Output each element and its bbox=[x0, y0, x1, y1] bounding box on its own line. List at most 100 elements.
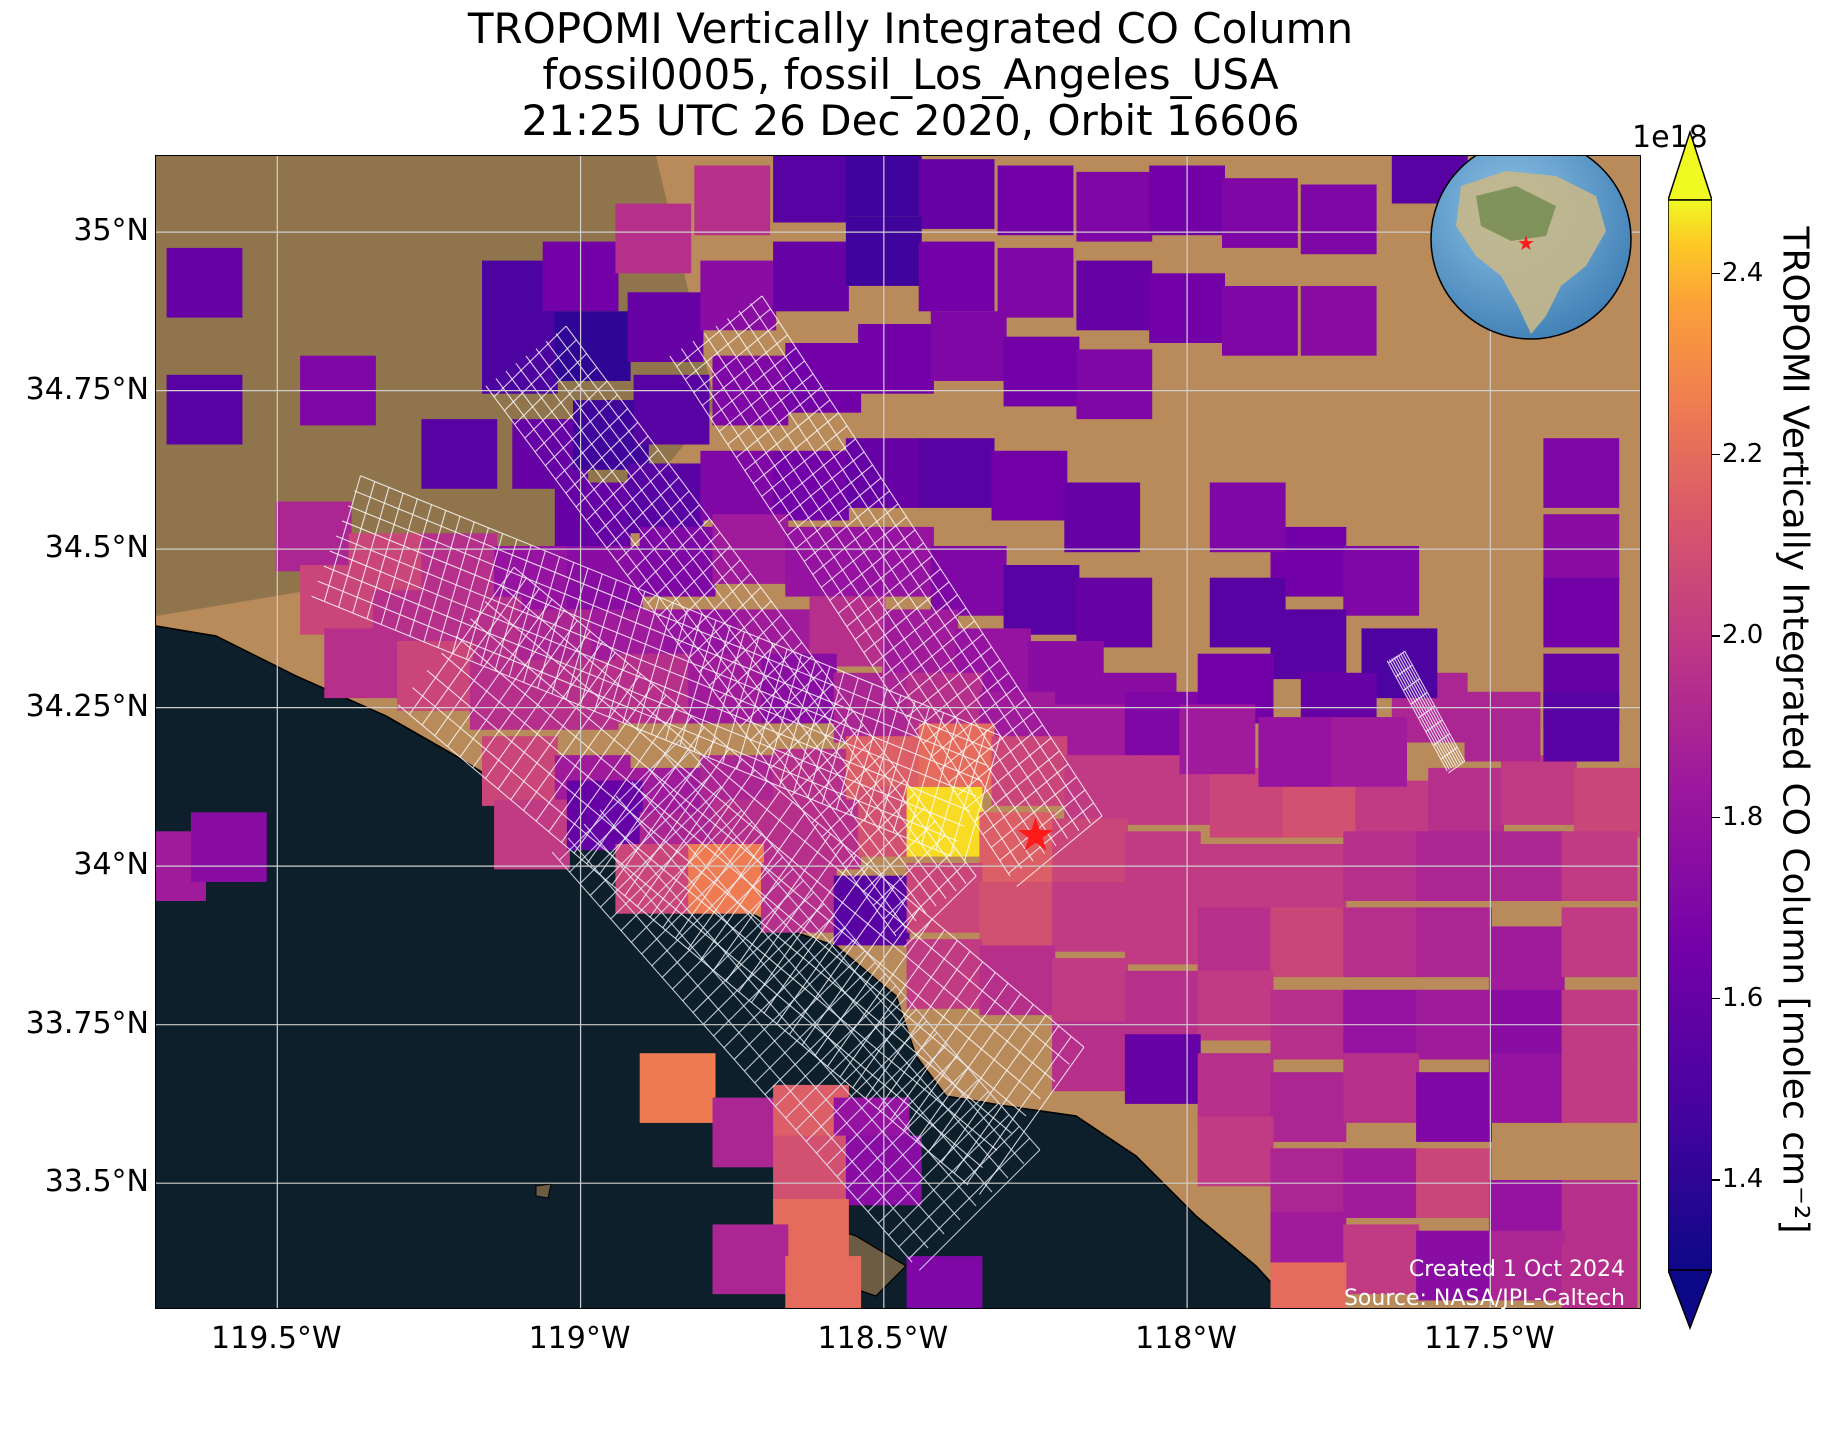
colorbar-tick-mark bbox=[1712, 272, 1720, 275]
co-pixel bbox=[1561, 1180, 1638, 1250]
lat-tick-label: 34.5°N bbox=[44, 530, 149, 566]
co-pixel bbox=[1197, 970, 1274, 1041]
colorbar-extend-min bbox=[1668, 1269, 1712, 1330]
co-pixel bbox=[1343, 1224, 1420, 1295]
lat-tick-label: 33.5°N bbox=[44, 1164, 149, 1200]
co-pixel bbox=[700, 450, 777, 521]
co-pixel bbox=[1343, 1053, 1420, 1123]
co-pixel bbox=[1343, 907, 1420, 978]
co-pixel bbox=[1258, 717, 1335, 787]
co-pixel bbox=[1543, 438, 1620, 508]
island-small bbox=[535, 1183, 552, 1199]
co-pixel bbox=[979, 882, 1056, 952]
co-pixel bbox=[785, 1256, 862, 1308]
globe-marker: ★ bbox=[1517, 231, 1535, 255]
co-pixel bbox=[482, 736, 558, 806]
co-pixel bbox=[1300, 286, 1377, 356]
footprint-swath bbox=[551, 739, 1041, 1271]
co-pixel bbox=[1270, 1072, 1347, 1142]
map-canvas: ★ ★ bbox=[156, 156, 1640, 1308]
credit-source: Source: NASA/JPL-Caltech bbox=[1343, 1286, 1625, 1311]
footprint-outlines bbox=[311, 295, 1466, 1271]
co-pixel bbox=[1003, 336, 1080, 407]
co-pixel bbox=[1270, 907, 1347, 978]
inset-globe[interactable]: ★ bbox=[1430, 156, 1632, 340]
co-pixel bbox=[1124, 1034, 1201, 1104]
co-pixel bbox=[1488, 926, 1565, 997]
co-pixel bbox=[918, 438, 995, 508]
colorbar-tick-label: 1.6 bbox=[1722, 982, 1764, 1013]
co-pixel bbox=[190, 812, 267, 882]
co-pixel bbox=[906, 1256, 983, 1308]
co-pixel bbox=[1052, 882, 1128, 952]
lon-tick-label: 118°W bbox=[1135, 1321, 1238, 1356]
co-pixel bbox=[930, 311, 1007, 381]
co-pixel bbox=[1209, 482, 1286, 553]
co-pixel bbox=[997, 247, 1074, 318]
map-panel[interactable]: ★ ★ bbox=[155, 155, 1641, 1309]
footprint-swath bbox=[311, 475, 1001, 862]
co-pixel bbox=[554, 482, 631, 553]
co-pixel bbox=[1343, 546, 1420, 616]
co-pixel bbox=[1197, 907, 1274, 978]
co-pixel bbox=[1052, 958, 1128, 1028]
colorbar bbox=[1668, 130, 1712, 1330]
lat-tick-label: 35°N bbox=[73, 213, 149, 249]
co-pixel bbox=[1416, 907, 1492, 978]
colorbar-tick-mark bbox=[1712, 997, 1720, 1000]
co-pixel bbox=[1561, 907, 1638, 978]
co-pixel bbox=[166, 374, 243, 445]
colorbar-tick-mark bbox=[1712, 1179, 1720, 1181]
co-pixel bbox=[1222, 286, 1298, 356]
co-pixel bbox=[1270, 1262, 1347, 1308]
co-pixel bbox=[1124, 894, 1201, 965]
co-pixel bbox=[1428, 767, 1504, 838]
co-pixel bbox=[930, 546, 1007, 616]
lon-tick-label: 119°W bbox=[528, 1321, 631, 1356]
colorbar-tick-label: 2.2 bbox=[1722, 438, 1764, 469]
co-pixel bbox=[1573, 767, 1640, 838]
colorbar-tick-mark bbox=[1712, 635, 1720, 637]
co-pixel bbox=[1197, 1116, 1274, 1187]
co-pixel bbox=[1488, 1053, 1565, 1123]
lat-tick-label: 33.75°N bbox=[25, 1005, 149, 1041]
co-pixel bbox=[882, 609, 959, 680]
chart-title-line-1: TROPOMI Vertically Integrated CO Column bbox=[467, 4, 1354, 53]
co-pixel bbox=[1416, 1072, 1492, 1142]
colorbar-tick-label: 2.0 bbox=[1722, 620, 1764, 651]
colorbar-tick-label: 2.4 bbox=[1722, 257, 1764, 288]
colorbar-tick-label: 1.4 bbox=[1722, 1164, 1764, 1195]
co-pixel bbox=[1076, 577, 1153, 648]
co-pixel bbox=[858, 324, 934, 394]
co-pixel bbox=[1561, 1053, 1638, 1123]
lat-tick-label: 34°N bbox=[73, 847, 149, 883]
co-pixel bbox=[639, 1053, 716, 1123]
co-pixel bbox=[421, 419, 498, 489]
co-pixel bbox=[773, 1135, 849, 1206]
co-pixel bbox=[275, 501, 352, 572]
co-pixel bbox=[773, 156, 849, 223]
co-pixel bbox=[991, 450, 1068, 521]
ocean bbox=[156, 626, 1295, 1308]
globe-vegetation bbox=[1476, 186, 1556, 241]
lon-tick-label: 119.5°W bbox=[211, 1321, 342, 1356]
co-pixel bbox=[615, 203, 692, 274]
lon-tick-label: 118.5°W bbox=[817, 1321, 949, 1356]
co-pixel bbox=[1270, 844, 1347, 914]
co-pixel bbox=[1064, 482, 1141, 553]
co-pixel bbox=[773, 241, 849, 312]
co-pixel bbox=[1052, 818, 1128, 889]
lon-tick-label: 117.5°W bbox=[1424, 1321, 1555, 1356]
co-pixel bbox=[1464, 691, 1541, 762]
co-pixel bbox=[554, 311, 631, 381]
co-pixel bbox=[785, 343, 862, 413]
lat-tick-label: 34.75°N bbox=[25, 371, 149, 407]
co-pixel bbox=[627, 292, 704, 362]
co-pixel bbox=[1543, 691, 1620, 762]
co-pixel bbox=[1124, 970, 1201, 1041]
footprint-swath bbox=[485, 325, 977, 948]
lat-tick-label: 34.25°N bbox=[25, 688, 149, 724]
co-pixel bbox=[906, 939, 983, 1009]
co-pixel bbox=[1561, 1243, 1638, 1308]
target-star-marker: ★ bbox=[1015, 807, 1056, 861]
